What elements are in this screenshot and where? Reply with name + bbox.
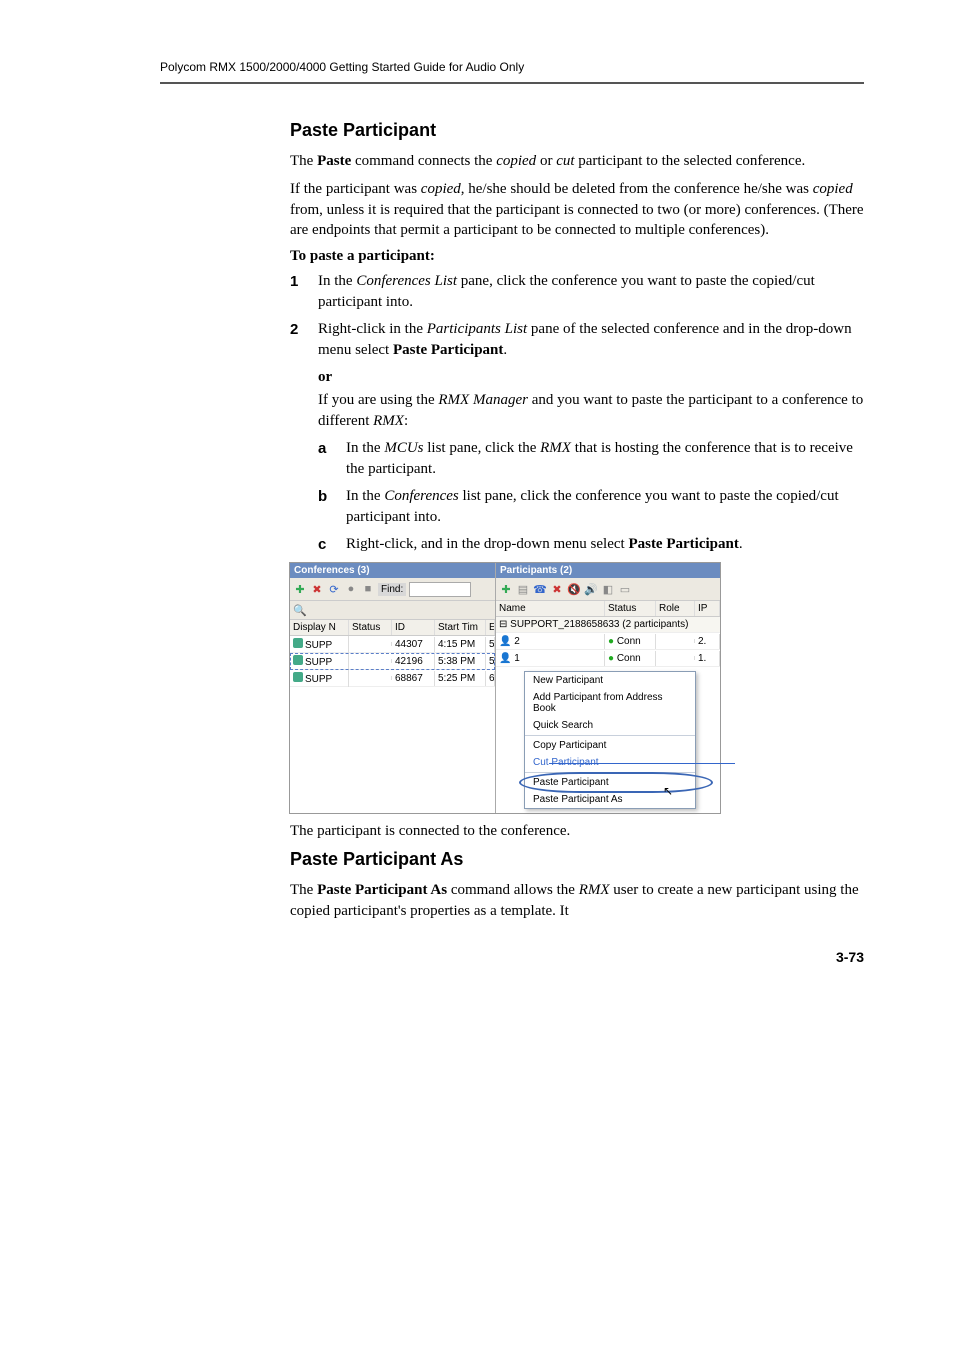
step-2: 2 Right-click in the Participants List p… <box>290 319 864 361</box>
book-icon[interactable]: ▤ <box>516 582 530 596</box>
instruction-head: To paste a participant: <box>290 248 864 265</box>
col-start[interactable]: Start Tim <box>435 620 486 635</box>
status-connected-icon: ● <box>608 653 614 664</box>
substep-c: c Right-click, and in the drop-down menu… <box>318 534 864 555</box>
new-conf-icon[interactable]: ✚ <box>293 582 307 596</box>
step-1: 1 In the Conferences List pane, click th… <box>290 271 864 313</box>
col-id[interactable]: ID <box>392 620 435 635</box>
running-head: Polycom RMX 1500/2000/4000 Getting Start… <box>160 60 864 82</box>
participants-title: Participants (2) <box>496 563 720 578</box>
col-pstatus[interactable]: Status <box>605 601 656 616</box>
unmute-icon[interactable]: 🔊 <box>584 582 598 596</box>
heading-paste-participant-as: Paste Participant As <box>290 849 864 870</box>
menu-separator <box>525 735 695 736</box>
menu-copy-participant[interactable]: Copy Participant <box>525 737 695 754</box>
menu-new-participant[interactable]: New Participant <box>525 672 695 689</box>
col-name[interactable]: Name <box>496 601 605 616</box>
part-grid-head: Name Status Role IP <box>496 601 720 617</box>
delete-conf-icon[interactable]: ✖ <box>310 582 324 596</box>
participants-toolbar: ✚ ▤ ☎ ✖ 🔇 🔊 ◧ ▭ <box>496 578 720 601</box>
misc-icon[interactable]: ◧ <box>601 582 615 596</box>
cursor-icon: ↖ <box>663 784 673 798</box>
misc2-icon[interactable]: ▭ <box>618 582 632 596</box>
conf-icon <box>293 672 303 682</box>
col-end[interactable]: End Tim <box>486 620 495 635</box>
conf-row[interactable]: SUPP 68867 5:25 PM 6:25 PM <box>290 670 495 687</box>
heading-paste-participant: Paste Participant <box>290 120 864 141</box>
conf-grid-head: Display N Status ID Start Tim End Tim <box>290 620 495 636</box>
menu-add-from-address-book[interactable]: Add Participant from Address Book <box>525 689 695 717</box>
para-copied-note: If the participant was copied, he/she sh… <box>290 179 864 240</box>
substep-a: a In the MCUs list pane, click the RMX t… <box>318 438 864 480</box>
participant-group[interactable]: ⊟ SUPPORT_2188658633 (2 participants) <box>496 617 720 633</box>
conf-row[interactable]: SUPP 44307 4:15 PM 5:55 PM <box>290 636 495 653</box>
mute-icon[interactable]: 🔇 <box>567 582 581 596</box>
refresh-icon[interactable]: ⟳ <box>327 582 341 596</box>
status-connected-icon: ● <box>608 636 614 647</box>
menu-quick-search[interactable]: Quick Search <box>525 717 695 734</box>
or-label: or <box>318 369 864 386</box>
context-menu: New Participant Add Participant from Add… <box>524 671 696 809</box>
para-paste-as: The Paste Participant As command allows … <box>290 880 864 921</box>
conf-row-selected[interactable]: SUPP 42196 5:38 PM 5:58 PM <box>290 653 495 670</box>
menu-separator <box>525 772 695 773</box>
page-number: 3-73 <box>160 949 864 965</box>
para-after-shot: The participant is connected to the conf… <box>290 821 864 841</box>
col-displayname[interactable]: Display N <box>290 620 349 635</box>
participants-pane: Participants (2) ✚ ▤ ☎ ✖ 🔇 🔊 ◧ ▭ Name St… <box>496 563 720 813</box>
conferences-toolbar: ✚ ✖ ⟳ ● ■ Find: <box>290 578 495 601</box>
find-label: Find: <box>378 583 406 596</box>
col-role[interactable]: Role <box>656 601 695 616</box>
col-ip[interactable]: IP <box>695 601 720 616</box>
conf-icon <box>293 638 303 648</box>
rec-icon[interactable]: ● <box>344 582 358 596</box>
participant-icon: 👤 <box>499 636 511 647</box>
sub-intro: If you are using the RMX Manager and you… <box>318 390 864 432</box>
conferences-toolbar-2: 🔍 <box>290 601 495 620</box>
substep-b: b In the Conferences list pane, click th… <box>318 486 864 528</box>
conferences-title: Conferences (3) <box>290 563 495 578</box>
remove-part-icon[interactable]: ✖ <box>550 582 564 596</box>
para-paste-intro: The Paste command connects the copied or… <box>290 151 864 171</box>
find-input[interactable] <box>409 582 471 597</box>
search-icon[interactable]: 🔍 <box>293 603 307 617</box>
participant-row[interactable]: 👤 2 ● Conn 2. <box>496 633 720 650</box>
participant-row[interactable]: 👤 1 ● Conn 1. <box>496 650 720 667</box>
ui-screenshot: Conferences (3) ✚ ✖ ⟳ ● ■ Find: 🔍 Displa… <box>290 563 720 813</box>
head-rule <box>160 82 864 84</box>
menu-cut-participant[interactable]: Cut Participant <box>525 754 695 771</box>
col-status[interactable]: Status <box>349 620 392 635</box>
participant-icon: 👤 <box>499 653 511 664</box>
add-part-icon[interactable]: ✚ <box>499 582 513 596</box>
conferences-pane: Conferences (3) ✚ ✖ ⟳ ● ■ Find: 🔍 Displa… <box>290 563 496 813</box>
link-icon[interactable]: ☎ <box>533 582 547 596</box>
stop-icon[interactable]: ■ <box>361 582 375 596</box>
conf-icon <box>293 655 303 665</box>
